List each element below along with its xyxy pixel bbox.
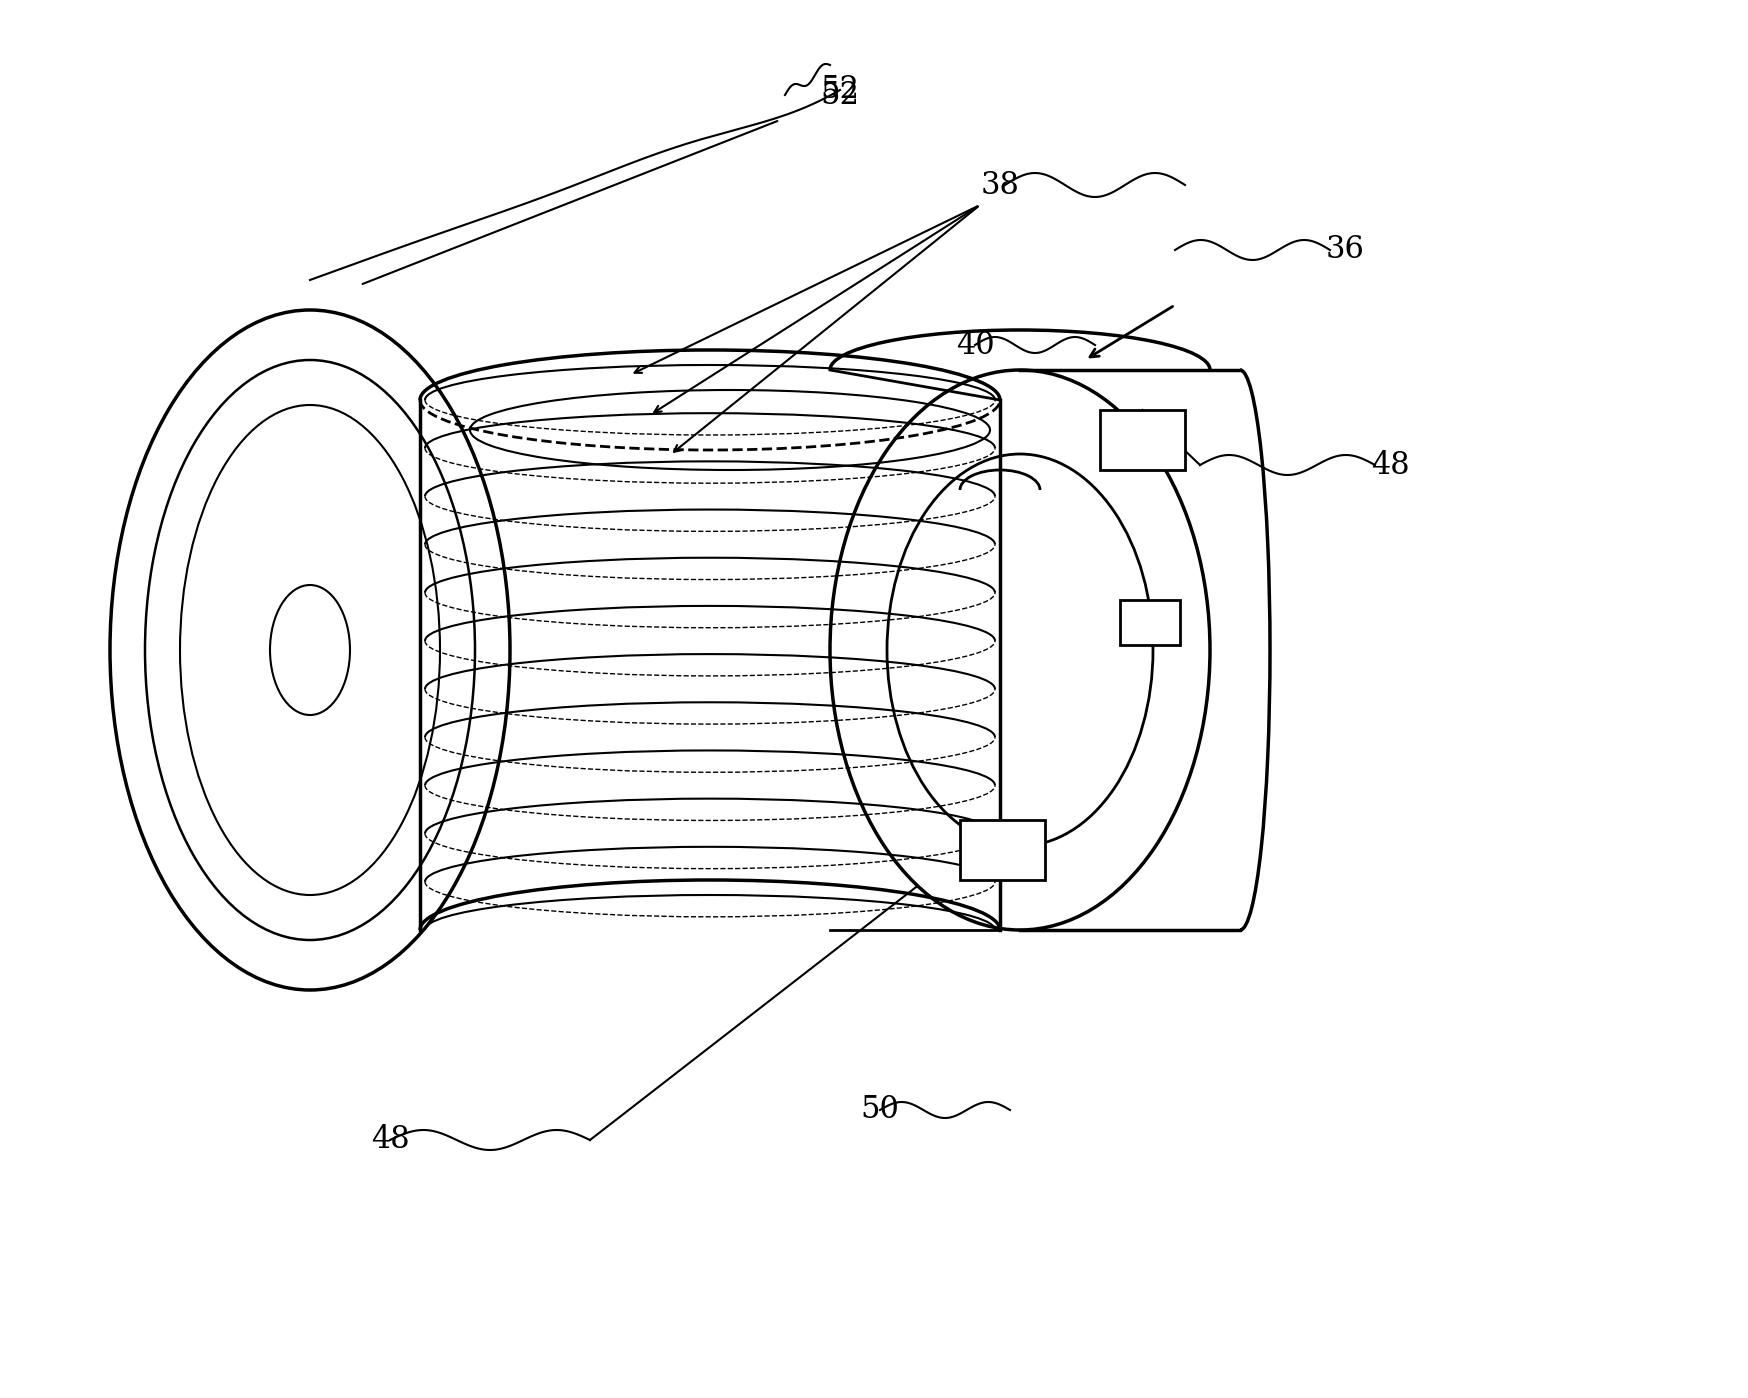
Text: 38: 38: [981, 169, 1019, 200]
Text: 40: 40: [954, 330, 995, 361]
Text: 36: 36: [1325, 235, 1363, 266]
Bar: [1099, 410, 1185, 470]
Text: 48: 48: [371, 1124, 409, 1156]
Text: 52: 52: [820, 74, 858, 105]
Bar: [960, 821, 1044, 879]
Text: 52: 52: [820, 80, 858, 110]
Text: 48: 48: [1370, 450, 1409, 481]
Ellipse shape: [110, 310, 510, 990]
Ellipse shape: [830, 370, 1210, 930]
Ellipse shape: [886, 454, 1152, 846]
Ellipse shape: [269, 584, 350, 714]
Text: 50: 50: [860, 1095, 898, 1125]
Ellipse shape: [145, 361, 475, 939]
Bar: [1119, 600, 1180, 644]
Ellipse shape: [180, 405, 440, 895]
